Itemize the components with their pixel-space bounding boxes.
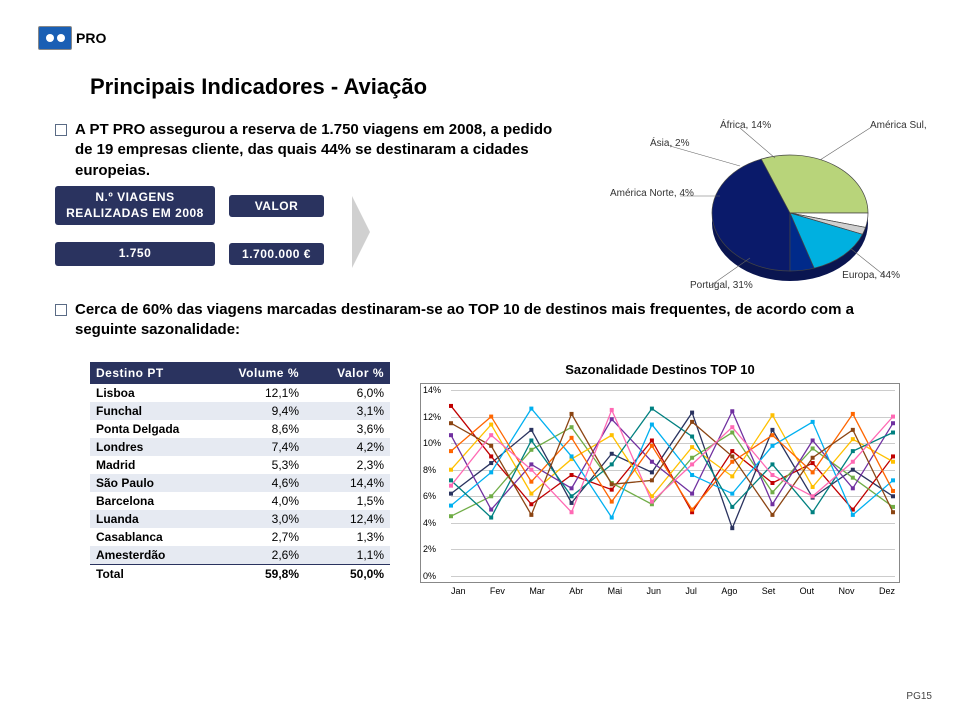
table-row: São Paulo4,6%14,4%	[90, 474, 390, 492]
cell: 7,4%	[220, 438, 305, 456]
th-volume: Volume %	[220, 362, 305, 384]
destinos-table: Destino PT Volume % Valor % Lisboa12,1%6…	[90, 362, 390, 583]
table-row: Barcelona4,0%1,5%	[90, 492, 390, 510]
cell: 9,4%	[220, 402, 305, 420]
table-row: Funchal9,4%3,1%	[90, 402, 390, 420]
svg-text:África, 14%: África, 14%	[720, 118, 771, 131]
kpi-label-valor: VALOR	[229, 195, 324, 217]
seasonality-chart: Sazonalidade Destinos TOP 10 0%2%4%6%8%1…	[420, 362, 900, 602]
page-title: Principais Indicadores - Aviação	[90, 74, 427, 100]
total-volume: 59,8%	[220, 565, 305, 583]
cell: 3,1%	[305, 402, 390, 420]
table-row: Lisboa12,1%6,0%	[90, 384, 390, 402]
svg-text:Europa, 44%: Europa, 44%	[842, 270, 900, 281]
logo: PRO	[38, 18, 116, 58]
svg-text:Ásia, 2%: Ásia, 2%	[650, 136, 690, 149]
cell: 12,1%	[220, 384, 305, 402]
cell: Ponta Delgada	[90, 420, 220, 438]
cell: Funchal	[90, 402, 220, 420]
cell: São Paulo	[90, 474, 220, 492]
logo-text: PRO	[76, 30, 106, 46]
logo-icon	[38, 26, 72, 50]
cell: Lisboa	[90, 384, 220, 402]
kpi-value-valor: 1.700.000 €	[229, 243, 324, 265]
table-row: Ponta Delgada8,6%3,6%	[90, 420, 390, 438]
kpi-label-viagens: N.º VIAGENS REALIZADAS EM 2008	[55, 186, 215, 225]
linechart-title: Sazonalidade Destinos TOP 10	[420, 362, 900, 377]
bullet-2-text: Cerca de 60% das viagens marcadas destin…	[75, 300, 895, 341]
kpi-value-viagens: 1.750	[55, 242, 215, 266]
kpi-header-row: N.º VIAGENS REALIZADAS EM 2008 VALOR	[55, 186, 324, 225]
cell: 5,3%	[220, 456, 305, 474]
bullet-1: A PT PRO assegurou a reserva de 1.750 vi…	[55, 120, 565, 181]
bullet-square-icon	[55, 304, 67, 316]
svg-text:América Norte, 4%: América Norte, 4%	[610, 188, 694, 199]
table-row: Amesterdão2,6%1,1%	[90, 546, 390, 564]
th-valor: Valor %	[305, 362, 390, 384]
cell: 3,6%	[305, 420, 390, 438]
pie-chart: Europa, 44% Portugal, 31% América Norte, 4…	[570, 118, 930, 298]
svg-text:Portugal, 31%: Portugal, 31%	[690, 280, 753, 291]
cell: 3,0%	[220, 510, 305, 528]
cell: Madrid	[90, 456, 220, 474]
cell: 14,4%	[305, 474, 390, 492]
total-label: Total	[90, 565, 220, 583]
cell: 4,2%	[305, 438, 390, 456]
page-number: PG15	[906, 691, 932, 702]
table-header: Destino PT Volume % Valor %	[90, 362, 390, 384]
cell: Londres	[90, 438, 220, 456]
arrow-icon	[352, 196, 370, 268]
th-destino: Destino PT	[90, 362, 220, 384]
cell: 2,7%	[220, 528, 305, 546]
table-total: Total 59,8% 50,0%	[90, 564, 390, 583]
total-valor: 50,0%	[305, 565, 390, 583]
cell: Barcelona	[90, 492, 220, 510]
cell: 2,6%	[220, 546, 305, 564]
cell: 1,1%	[305, 546, 390, 564]
table-row: Luanda3,0%12,4%	[90, 510, 390, 528]
cell: 4,0%	[220, 492, 305, 510]
table-row: Casablanca2,7%1,3%	[90, 528, 390, 546]
cell: Casablanca	[90, 528, 220, 546]
cell: 2,3%	[305, 456, 390, 474]
cell: 1,3%	[305, 528, 390, 546]
bullet-1-text: A PT PRO assegurou a reserva de 1.750 vi…	[75, 120, 565, 181]
svg-text:América Sul, 5%: América Sul, 5%	[870, 120, 930, 131]
cell: 8,6%	[220, 420, 305, 438]
kpi-value-row: 1.750 1.700.000 €	[55, 242, 324, 266]
table-row: Londres7,4%4,2%	[90, 438, 390, 456]
cell: Amesterdão	[90, 546, 220, 564]
cell: Luanda	[90, 510, 220, 528]
cell: 12,4%	[305, 510, 390, 528]
cell: 4,6%	[220, 474, 305, 492]
cell: 1,5%	[305, 492, 390, 510]
bullet-2: Cerca de 60% das viagens marcadas destin…	[55, 300, 895, 341]
cell: 6,0%	[305, 384, 390, 402]
bullet-square-icon	[55, 124, 67, 136]
table-row: Madrid5,3%2,3%	[90, 456, 390, 474]
